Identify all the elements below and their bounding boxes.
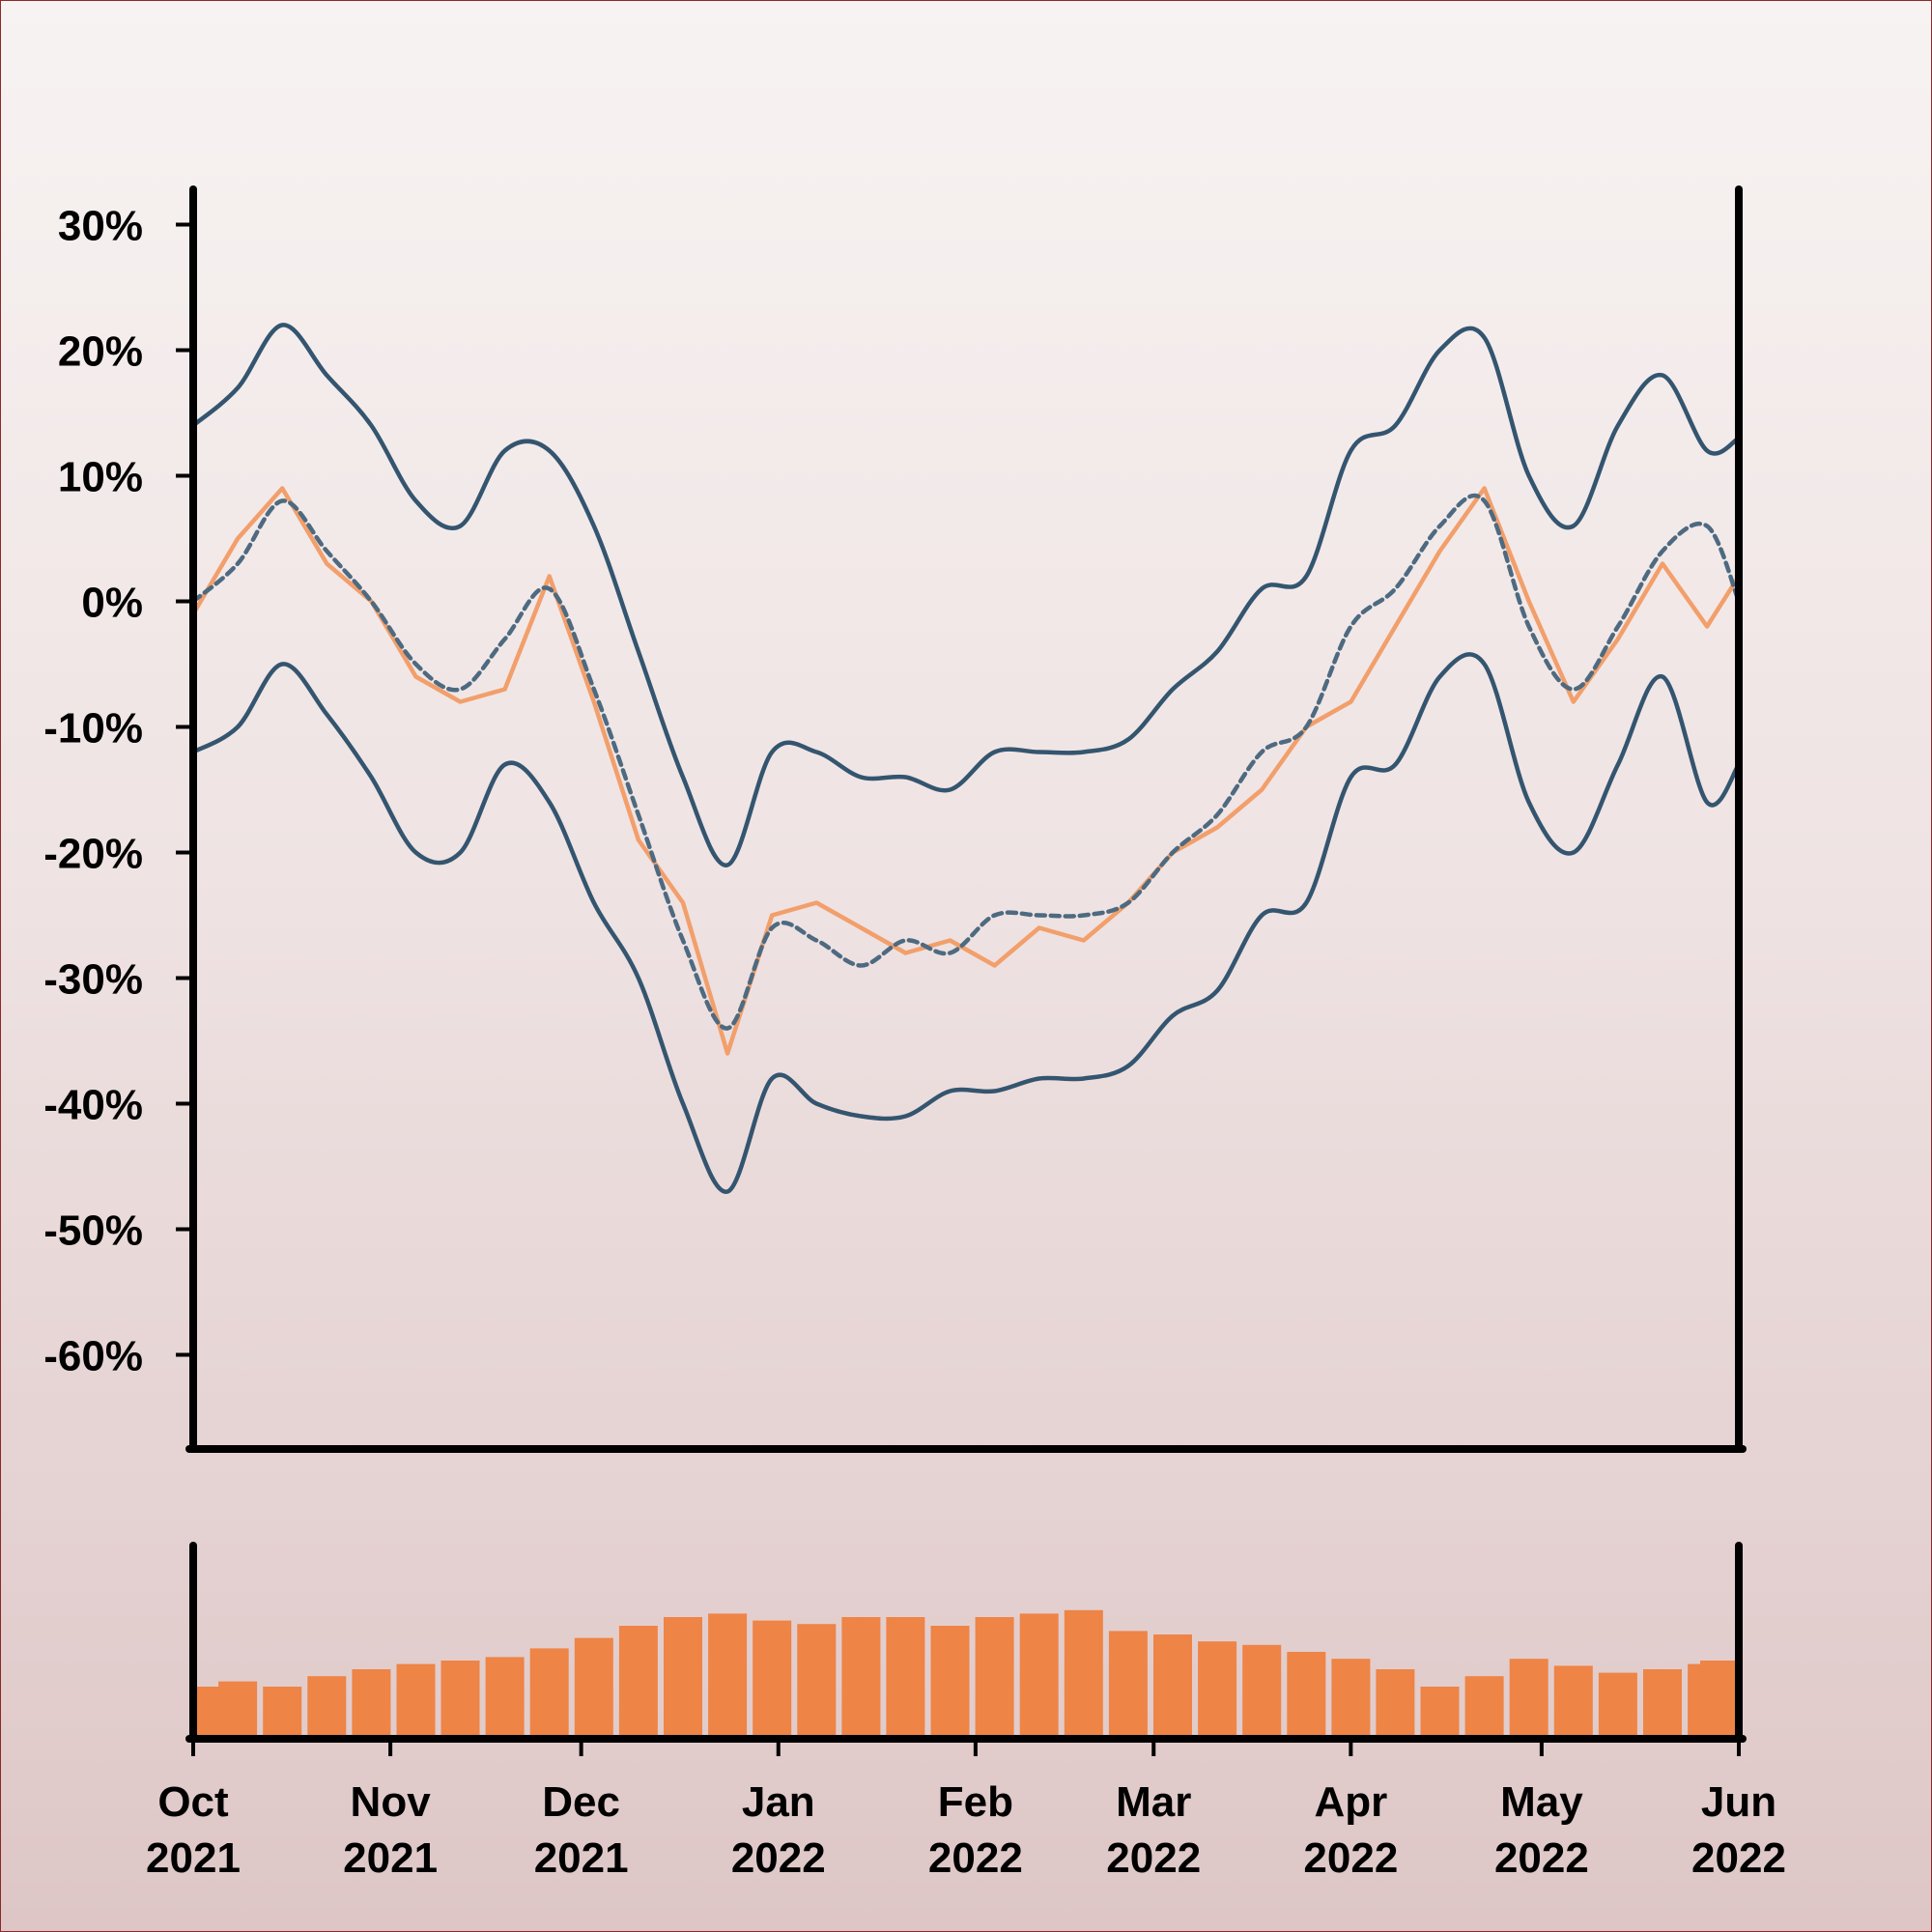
volume-bar (753, 1620, 792, 1739)
volume-bar (708, 1613, 748, 1739)
volume-bar (886, 1617, 925, 1739)
x-tick-label: Feb 2022 (928, 1778, 1023, 1882)
center-dashed-line (190, 493, 1742, 1031)
volume-bar (529, 1648, 569, 1739)
x-tick-label: Apr 2022 (1303, 1778, 1398, 1882)
volume-bar (1598, 1672, 1637, 1739)
volume-bar (1019, 1613, 1059, 1739)
x-tick-label: Mar 2022 (1106, 1778, 1201, 1882)
x-tick-label: Dec 2021 (534, 1778, 629, 1882)
volume-bar (1331, 1659, 1371, 1739)
y-tick-label: 0% (81, 580, 143, 627)
x-tick-label: Nov 2021 (343, 1778, 438, 1882)
volume-bar (930, 1626, 970, 1739)
x-tick-label: Jan 2022 (731, 1778, 826, 1882)
x-tick-label: May 2022 (1494, 1778, 1589, 1882)
volume-bar (218, 1681, 258, 1739)
volume-bar (396, 1663, 436, 1739)
volume-bar (975, 1617, 1014, 1739)
volume-bar (797, 1624, 837, 1739)
volume-bar (1643, 1669, 1682, 1739)
y-tick-label: -60% (43, 1333, 143, 1380)
volume-bar (1242, 1644, 1282, 1739)
volume-bar (263, 1687, 302, 1739)
volume-bar (440, 1661, 480, 1739)
lower-band-line (190, 652, 1742, 1194)
y-tick-label: -50% (43, 1208, 143, 1255)
upper-band-line (190, 323, 1742, 867)
volume-bar (1064, 1609, 1103, 1739)
volume-bar (352, 1669, 391, 1739)
volume-bar (1153, 1634, 1192, 1739)
volume-bar (1376, 1669, 1415, 1739)
x-tick-label: Jun 2022 (1691, 1778, 1786, 1882)
volume-bar (1420, 1687, 1460, 1739)
price-line (190, 486, 1742, 1056)
volume-bar (485, 1657, 525, 1739)
x-tick-label: Oct 2021 (146, 1778, 241, 1882)
volume-bar (841, 1617, 881, 1739)
volume-bar (1509, 1659, 1548, 1739)
y-tick-label: 20% (58, 328, 143, 376)
volume-bar (307, 1676, 347, 1739)
volume-bar (618, 1626, 658, 1739)
volume-bar (574, 1637, 613, 1739)
y-tick-label: -20% (43, 831, 143, 878)
volume-bar (1198, 1641, 1237, 1739)
volume-bar (1287, 1652, 1326, 1739)
volume-bar (1108, 1631, 1148, 1739)
volume-bar (1700, 1661, 1739, 1739)
main-line-plot: 30% 20% 10% 0% -10% -20% -30% -40% -50% -60% (43, 185, 1747, 1453)
volume-bar (664, 1617, 702, 1739)
y-tick-label: -40% (43, 1082, 143, 1129)
y-tick-label: 10% (58, 454, 143, 501)
volume-bar (1553, 1665, 1593, 1739)
volume-bar (1464, 1676, 1504, 1739)
y-tick-label: -30% (43, 956, 143, 1004)
volume-bar-plot: Oct 2021 Nov 2021 Dec 2021 Jan 2022 Feb 2022 Mar 20… (146, 1542, 1786, 1882)
y-tick-label: 30% (58, 203, 143, 250)
y-tick-label: -10% (43, 705, 143, 753)
